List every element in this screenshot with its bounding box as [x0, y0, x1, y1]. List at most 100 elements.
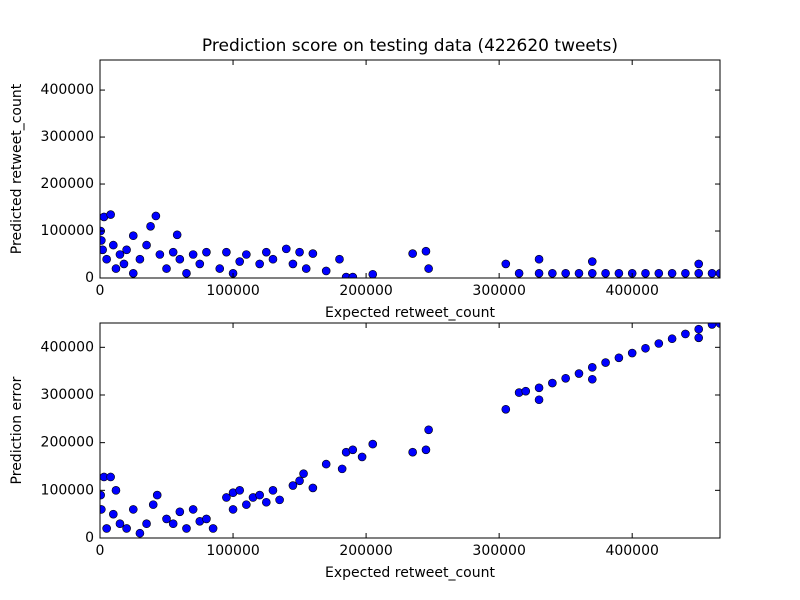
point — [215, 264, 225, 273]
x-tick-label: 300000 — [472, 543, 525, 559]
plot-area — [100, 323, 720, 538]
point — [122, 524, 131, 533]
point — [641, 343, 650, 353]
point — [162, 264, 171, 273]
y-tick-label: 100000 — [41, 482, 94, 498]
axes-frame — [99, 322, 721, 539]
point — [111, 486, 121, 495]
y-tick-label: 0 — [85, 270, 94, 286]
point — [202, 247, 211, 257]
point — [235, 486, 244, 495]
point — [681, 329, 690, 339]
point — [208, 524, 218, 533]
point — [151, 211, 161, 221]
point — [288, 481, 298, 490]
x-tick-label: 400000 — [605, 543, 658, 559]
point — [109, 240, 118, 250]
y-tick-label: 400000 — [41, 82, 94, 98]
point — [100, 236, 106, 245]
point — [707, 323, 717, 329]
y-axis-label: Predicted retweet_count — [9, 83, 25, 254]
point — [601, 269, 610, 278]
point — [202, 514, 211, 524]
point — [242, 500, 251, 509]
point — [641, 269, 650, 278]
point — [694, 269, 704, 278]
y-tick-label: 200000 — [41, 176, 94, 192]
point — [228, 505, 238, 514]
x-tick-label: 100000 — [206, 283, 259, 299]
point — [262, 497, 271, 507]
point — [288, 259, 298, 269]
point — [335, 254, 344, 264]
point — [188, 505, 198, 514]
point — [295, 476, 304, 486]
point — [667, 334, 677, 344]
point — [614, 353, 624, 363]
point — [119, 259, 129, 269]
point — [408, 447, 417, 457]
point — [106, 472, 115, 482]
point — [501, 259, 511, 269]
point — [106, 210, 115, 219]
point — [115, 519, 125, 528]
point — [111, 264, 121, 273]
point — [308, 249, 318, 258]
point — [188, 250, 198, 259]
point — [587, 363, 597, 372]
point — [534, 254, 544, 264]
point — [122, 245, 131, 255]
point — [275, 495, 284, 505]
point — [548, 269, 557, 278]
point — [534, 395, 544, 405]
point — [368, 269, 378, 278]
point — [694, 333, 704, 343]
point — [242, 250, 251, 259]
point — [295, 247, 304, 257]
point — [301, 264, 311, 273]
point — [694, 324, 704, 334]
point — [501, 404, 511, 414]
point — [168, 247, 178, 257]
point — [109, 509, 118, 519]
point — [235, 257, 244, 266]
point — [357, 452, 367, 462]
point — [574, 269, 584, 278]
y-tick-label: 0 — [85, 530, 94, 546]
x-tick-label: 100000 — [206, 543, 259, 559]
point — [152, 490, 162, 500]
point — [222, 247, 231, 257]
x-tick-label: 0 — [96, 543, 105, 559]
point — [514, 269, 524, 278]
point — [172, 230, 182, 240]
y-tick-label: 200000 — [41, 435, 94, 451]
point — [182, 524, 191, 533]
point — [667, 269, 677, 278]
point — [627, 348, 637, 358]
point — [561, 269, 570, 278]
point — [255, 490, 264, 500]
point — [421, 246, 431, 256]
point — [148, 500, 158, 509]
point — [281, 244, 291, 254]
point — [100, 245, 107, 255]
x-axis-label: Expected retweet_count — [325, 565, 495, 581]
point — [321, 266, 331, 276]
point — [587, 374, 597, 384]
point — [521, 386, 531, 396]
point — [601, 358, 610, 367]
point — [262, 247, 271, 257]
point — [135, 528, 145, 538]
y-axis-label: Prediction error — [9, 376, 25, 484]
x-axis-label: Expected retweet_count — [325, 305, 495, 321]
point — [654, 339, 664, 348]
y-tick-label: 100000 — [41, 223, 94, 239]
point — [255, 259, 264, 269]
point — [368, 439, 378, 449]
axes-frame — [99, 59, 721, 279]
point — [102, 524, 111, 533]
point — [574, 369, 584, 378]
point — [268, 486, 278, 495]
point — [162, 514, 171, 524]
point — [100, 505, 106, 514]
